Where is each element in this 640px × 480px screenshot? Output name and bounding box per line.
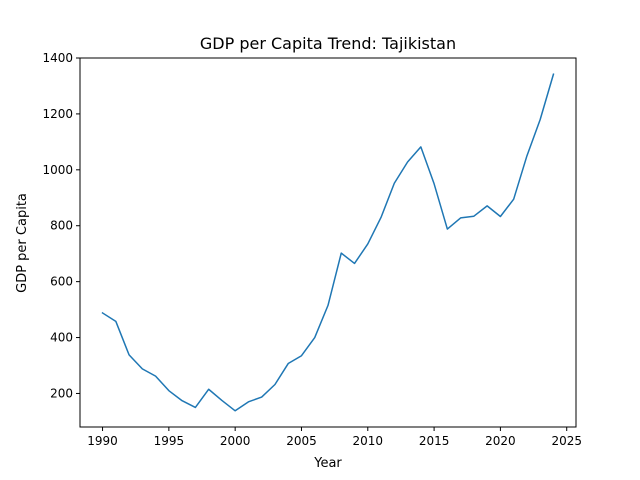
x-tick-label: 2005 [286,434,317,448]
x-tick-label: 2000 [220,434,251,448]
y-axis-label: GDP per Capita [15,193,30,293]
y-tick-label: 1200 [42,107,73,121]
x-tick-label: 1995 [154,434,185,448]
y-tick-label: 1400 [42,51,73,65]
x-axis-label: Year [313,456,342,471]
y-tick-label: 600 [50,275,73,289]
y-tick-label: 200 [50,386,73,400]
y-tick-label: 800 [50,219,73,233]
x-tick-label: 1990 [87,434,118,448]
x-tick-label: 2010 [353,434,384,448]
chart-title: GDP per Capita Trend: Tajikistan [200,34,456,53]
x-tick-label: 2015 [419,434,450,448]
y-tick-label: 400 [50,331,73,345]
plot-area: 1990 1995 2000 2005 2010 2015 2020 2025 200 400 60… [42,51,582,448]
y-tick-label: 1000 [42,163,73,177]
series-line [101,73,555,412]
x-tick-label: 2020 [485,434,516,448]
plot-frame [79,57,577,428]
x-tick-label: 2025 [551,434,582,448]
